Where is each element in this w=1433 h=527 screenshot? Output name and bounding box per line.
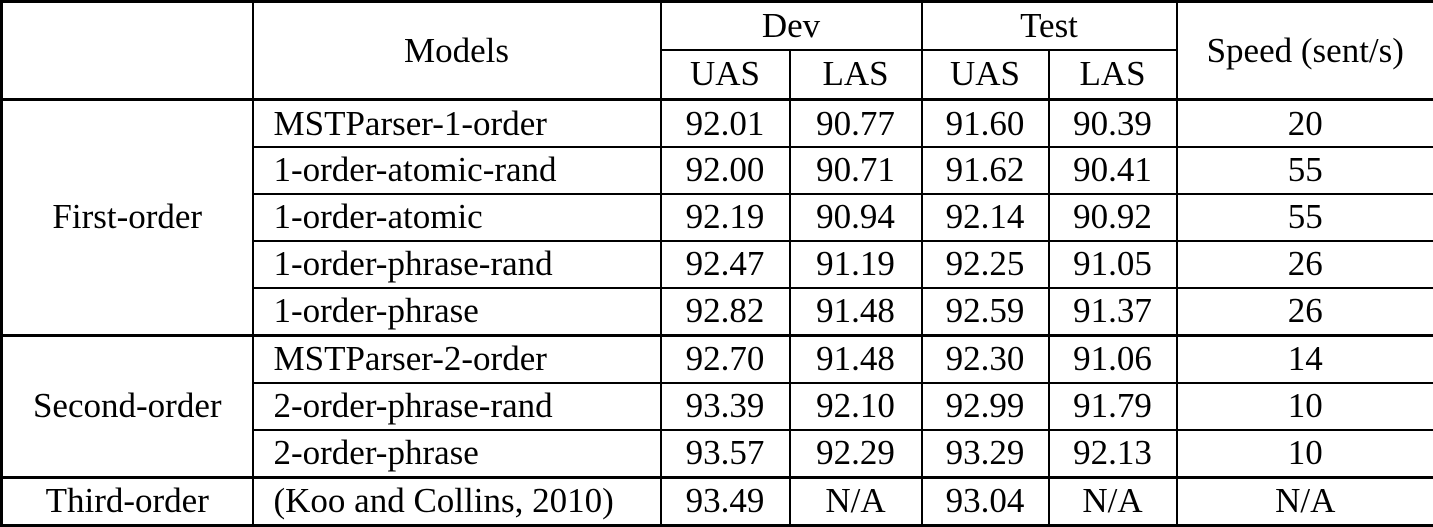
dev-las-cell: 92.29 [788, 428, 923, 479]
test-uas-cell: 93.04 [920, 475, 1050, 527]
test-uas-cell: 92.25 [920, 239, 1050, 289]
model-cell: 1-order-phrase-rand [251, 239, 662, 289]
model-cell: 1-order-phrase [251, 286, 662, 337]
header-row-top: Models Dev Test Speed (sent/s) [0, 0, 1433, 101]
test-las-cell: 91.79 [1047, 381, 1178, 431]
table-row: 1-order-atomic 92.19 90.94 92.14 90.92 5… [2, 192, 1433, 242]
test-las-cell: 90.41 [1047, 146, 1178, 195]
dev-las-cell: 90.71 [788, 146, 923, 195]
speed-cell: 55 [1175, 192, 1433, 242]
dev-column-group-header: Dev [659, 0, 923, 51]
test-las-cell: 90.39 [1047, 98, 1178, 149]
test-uas-cell: 91.60 [920, 98, 1050, 149]
dev-las-cell: 92.10 [788, 381, 923, 431]
table-row: Second-order MSTParser-2-order 92.70 91.… [0, 333, 1433, 479]
model-cell: 1-order-atomic [251, 192, 662, 242]
table-row: 1-order-phrase 92.82 91.48 92.59 91.37 2… [2, 286, 1433, 337]
test-uas-cell: 92.14 [920, 192, 1050, 242]
header-row-sub: UAS LAS UAS LAS [2, 48, 1433, 101]
test-uas-cell: 91.62 [920, 146, 1050, 195]
table-row: 2-order-phrase 93.57 92.29 93.29 92.13 1… [2, 428, 1433, 479]
table-header: Models Dev Test Speed (sent/s) UAS LAS U… [0, 0, 1433, 101]
test-las-cell: 91.37 [1047, 286, 1178, 337]
test-uas-header: UAS [920, 48, 1050, 101]
speed-cell: 26 [1175, 286, 1433, 337]
dev-uas-cell: 92.00 [659, 146, 791, 195]
speed-cell: 20 [1175, 98, 1433, 149]
dev-las-cell: 90.77 [788, 98, 923, 149]
test-las-cell: 92.13 [1047, 428, 1178, 479]
table-row: 1-order-atomic-rand 92.00 90.71 91.62 90… [2, 146, 1433, 195]
dev-uas-cell: 92.19 [659, 192, 791, 242]
model-cell: 2-order-phrase [251, 428, 662, 479]
dev-las-cell: N/A [788, 475, 923, 527]
dev-uas-cell: 93.49 [659, 475, 791, 527]
speed-cell: N/A [1175, 475, 1433, 527]
model-cell: 2-order-phrase-rand [251, 381, 662, 431]
table-row: First-order MSTParser-1-order 92.01 90.7… [0, 98, 1433, 337]
test-las-cell: 91.06 [1047, 333, 1178, 384]
test-uas-cell: 93.29 [920, 428, 1050, 479]
test-uas-cell: 92.99 [920, 381, 1050, 431]
speed-cell: 14 [1175, 333, 1433, 384]
group-label-third-order: Third-order [0, 475, 254, 527]
dev-las-cell: 91.19 [788, 239, 923, 289]
table-row: 2-order-phrase-rand 93.39 92.10 92.99 91… [2, 381, 1433, 431]
corner-cell [0, 0, 254, 101]
model-cell: MSTParser-1-order [251, 98, 662, 149]
dev-las-cell: 91.48 [788, 286, 923, 337]
table-row: Third-order (Koo and Collins, 2010) 93.4… [0, 475, 1433, 527]
dev-las-header: LAS [788, 48, 923, 101]
speed-column-header: Speed (sent/s) [1175, 0, 1433, 101]
dev-uas-header: UAS [659, 48, 791, 101]
test-las-cell: 90.92 [1047, 192, 1178, 242]
dev-las-cell: 90.94 [788, 192, 923, 242]
group-label-first-order: First-order [0, 98, 254, 337]
test-uas-cell: 92.30 [920, 333, 1050, 384]
model-cell: MSTParser-2-order [251, 333, 662, 384]
test-column-group-header: Test [920, 0, 1178, 51]
speed-cell: 55 [1175, 146, 1433, 195]
models-column-header: Models [251, 0, 662, 101]
test-las-header: LAS [1047, 48, 1178, 101]
speed-cell: 10 [1175, 381, 1433, 431]
dev-las-cell: 91.48 [788, 333, 923, 384]
table-row: 1-order-phrase-rand 92.47 91.19 92.25 91… [2, 239, 1433, 289]
dev-uas-cell: 93.57 [659, 428, 791, 479]
speed-cell: 10 [1175, 428, 1433, 479]
test-las-cell: N/A [1047, 475, 1178, 527]
dev-uas-cell: 92.01 [659, 98, 791, 149]
dev-uas-cell: 92.70 [659, 333, 791, 384]
dev-uas-cell: 93.39 [659, 381, 791, 431]
model-cell: (Koo and Collins, 2010) [251, 475, 662, 527]
dev-uas-cell: 92.82 [659, 286, 791, 337]
model-cell: 1-order-atomic-rand [251, 146, 662, 195]
dev-uas-cell: 92.47 [659, 239, 791, 289]
test-las-cell: 91.05 [1047, 239, 1178, 289]
group-label-second-order: Second-order [0, 333, 254, 479]
speed-cell: 26 [1175, 239, 1433, 289]
test-uas-cell: 92.59 [920, 286, 1050, 337]
